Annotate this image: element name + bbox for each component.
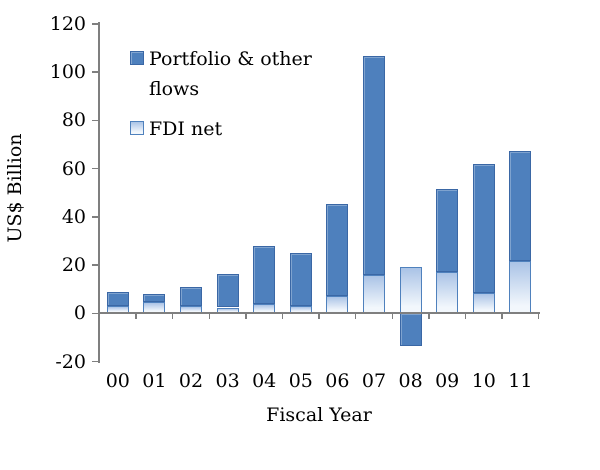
- x-tick-9: [428, 313, 430, 320]
- bar-segment-portfolio-05: [289, 252, 312, 307]
- x-tick-label-11: 11: [508, 370, 533, 392]
- y-tick-label-100: 100: [49, 61, 86, 84]
- x-tick-label-08: 08: [398, 370, 423, 392]
- x-tick-label-07: 07: [361, 370, 387, 392]
- y-tick-label-120: 120: [49, 13, 86, 35]
- x-tick-10: [464, 313, 467, 320]
- bar-segment-portfolio-07: [363, 56, 385, 275]
- y-tick-60: [92, 167, 100, 170]
- x-tick-label-00: 00: [105, 370, 130, 392]
- x-tick-1: [135, 313, 137, 320]
- bar-segment-fdi-07: [363, 274, 385, 314]
- y-axis-line: [98, 22, 100, 363]
- x-tick-label-02: 02: [178, 370, 204, 392]
- y-tick-label-20: 20: [61, 254, 86, 277]
- bar-segment-portfolio-11: [509, 150, 532, 262]
- bar-segment-portfolio-10: [472, 164, 495, 293]
- bar-segment-portfolio-08: [399, 313, 422, 346]
- x-tick-label-09: 09: [435, 370, 460, 392]
- x-tick-12: [537, 313, 540, 320]
- chart-legend: Portfolio & other flows FDI net: [130, 44, 329, 154]
- y-tick-label--20: -20: [55, 350, 86, 373]
- bar-segment-portfolio-06: [326, 204, 349, 296]
- x-tick-2: [171, 313, 174, 320]
- legend-item-fdi: FDI net: [130, 114, 329, 144]
- x-tick-4: [245, 313, 247, 320]
- x-tick-label-05: 05: [288, 370, 313, 392]
- x-tick-label-06: 06: [325, 370, 350, 392]
- bar-segment-portfolio-03: [216, 273, 239, 308]
- y-tick-100: [92, 71, 100, 73]
- legend-label-portfolio: Portfolio & other flows: [149, 48, 312, 100]
- portfolio-swatch-icon: [130, 51, 144, 65]
- bar-segment-fdi-11: [509, 261, 532, 314]
- bar-segment-fdi-10: [472, 292, 495, 314]
- y-tick-20: [92, 264, 100, 266]
- x-tick-label-10: 10: [471, 370, 496, 392]
- x-tick-0: [98, 313, 101, 320]
- y-tick-label-0: 0: [73, 302, 86, 325]
- x-tick-3: [208, 313, 211, 320]
- x-tick-8: [391, 313, 394, 320]
- bar-segment-portfolio-09: [436, 188, 459, 273]
- y-tick-120: [92, 23, 100, 25]
- x-tick-label-03: 03: [215, 370, 240, 392]
- y-tick-0: [92, 312, 100, 315]
- x-tick-7: [354, 313, 357, 320]
- y-tick-label-80: 80: [61, 109, 86, 132]
- legend-item-portfolio: Portfolio & other flows: [130, 44, 329, 104]
- x-axis-title: Fiscal Year: [266, 404, 372, 426]
- x-tick-label-01: 01: [142, 370, 167, 392]
- bar-segment-portfolio-01: [143, 294, 166, 303]
- y-tick-40: [92, 216, 100, 218]
- bar-segment-portfolio-00: [106, 292, 129, 306]
- bar-segment-portfolio-04: [253, 246, 276, 305]
- y-tick-label-60: 60: [61, 157, 86, 180]
- x-tick-5: [281, 313, 284, 320]
- bar-segment-portfolio-02: [180, 287, 202, 306]
- bar-segment-fdi-06: [326, 295, 349, 314]
- bar-segment-fdi-09: [436, 272, 459, 314]
- y-tick--20: [92, 360, 100, 363]
- x-tick-6: [318, 313, 320, 320]
- y-tick-label-40: 40: [61, 205, 86, 228]
- legend-label-fdi: FDI net: [149, 118, 223, 140]
- x-tick-label-04: 04: [252, 370, 277, 392]
- y-tick-80: [92, 119, 100, 122]
- x-tick-11: [501, 313, 503, 320]
- fdi-swatch-icon: [130, 121, 144, 135]
- bar-segment-fdi-08: [399, 266, 422, 314]
